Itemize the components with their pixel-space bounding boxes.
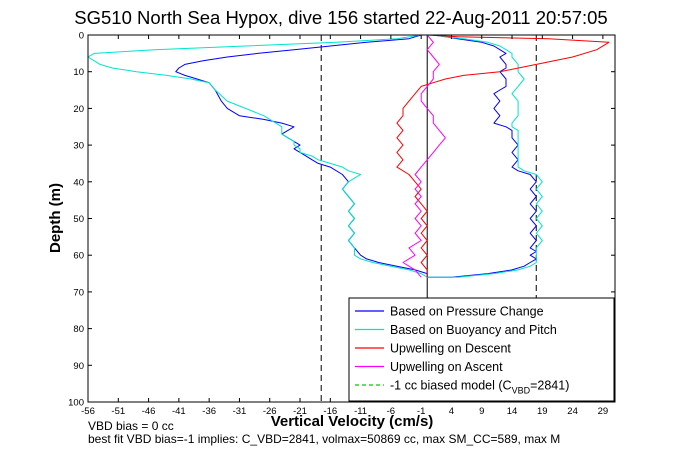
legend-label-1: Based on Pressure Change xyxy=(390,305,544,319)
legend-label-2: Based on Buoyancy and Pitch xyxy=(390,323,557,337)
y-tick-label: 50 xyxy=(73,214,84,225)
y-tick-label: 60 xyxy=(73,251,84,262)
x-tick-label: -46 xyxy=(142,406,156,417)
x-tick-label: 29 xyxy=(598,406,609,417)
vbd-bias-note: VBD bias = 0 cc xyxy=(88,419,174,433)
x-tick-label: 19 xyxy=(537,406,548,417)
x-tick-label: -16 xyxy=(323,406,337,417)
best-fit-note: best fit VBD bias=-1 implies: C_VBD=2841… xyxy=(88,432,561,446)
y-tick-label: 10 xyxy=(73,67,84,78)
x-tick-label: 4 xyxy=(449,406,454,417)
x-tick-label: 24 xyxy=(567,406,578,417)
legend-label-4: Upwelling on Ascent xyxy=(390,360,503,374)
y-tick-label: 70 xyxy=(73,287,84,298)
x-tick-label: -21 xyxy=(293,406,307,417)
y-tick-label: 30 xyxy=(73,141,84,152)
y-tick-label: 90 xyxy=(73,361,84,372)
series-line-2 xyxy=(87,34,543,278)
x-axis-label: Vertical Velocity (cm/s) xyxy=(271,413,434,430)
x-tick-label: -11 xyxy=(354,406,367,417)
series-line-3 xyxy=(396,34,610,278)
y-tick-label: 100 xyxy=(68,398,84,409)
y-tick-label: 80 xyxy=(73,324,84,335)
chart-title: SG510 North Sea Hypox, dive 156 started … xyxy=(74,7,607,28)
y-tick-label: 40 xyxy=(73,177,84,188)
x-tick-label: -26 xyxy=(263,406,277,417)
legend: Based on Pressure Change Based on Buoyanc… xyxy=(348,297,615,402)
x-tick-label: 14 xyxy=(507,406,518,417)
x-tick-label: -1 xyxy=(417,406,425,417)
x-tick-label: -56 xyxy=(81,406,95,417)
x-tick-label: -36 xyxy=(202,406,216,417)
axis-ticks: -56 -51 -46 -41 -36 -31 -26 -21 -16 -11 -6 -1 4 9 14 19… xyxy=(68,31,615,417)
series-line-1 xyxy=(175,34,537,278)
y-tick-label: 20 xyxy=(73,104,84,115)
x-tick-label: -31 xyxy=(233,406,247,417)
plot-area xyxy=(87,34,610,402)
series-line-4 xyxy=(402,34,446,278)
x-tick-label: -51 xyxy=(111,406,125,417)
y-tick-label: 0 xyxy=(79,31,84,42)
x-tick-label: -6 xyxy=(387,406,395,417)
y-axis-label: Depth (m) xyxy=(47,183,64,253)
x-tick-label: 9 xyxy=(479,406,484,417)
legend-label-3: Upwelling on Descent xyxy=(390,342,511,356)
legend-box xyxy=(348,297,615,402)
x-tick-label: -41 xyxy=(172,406,186,417)
